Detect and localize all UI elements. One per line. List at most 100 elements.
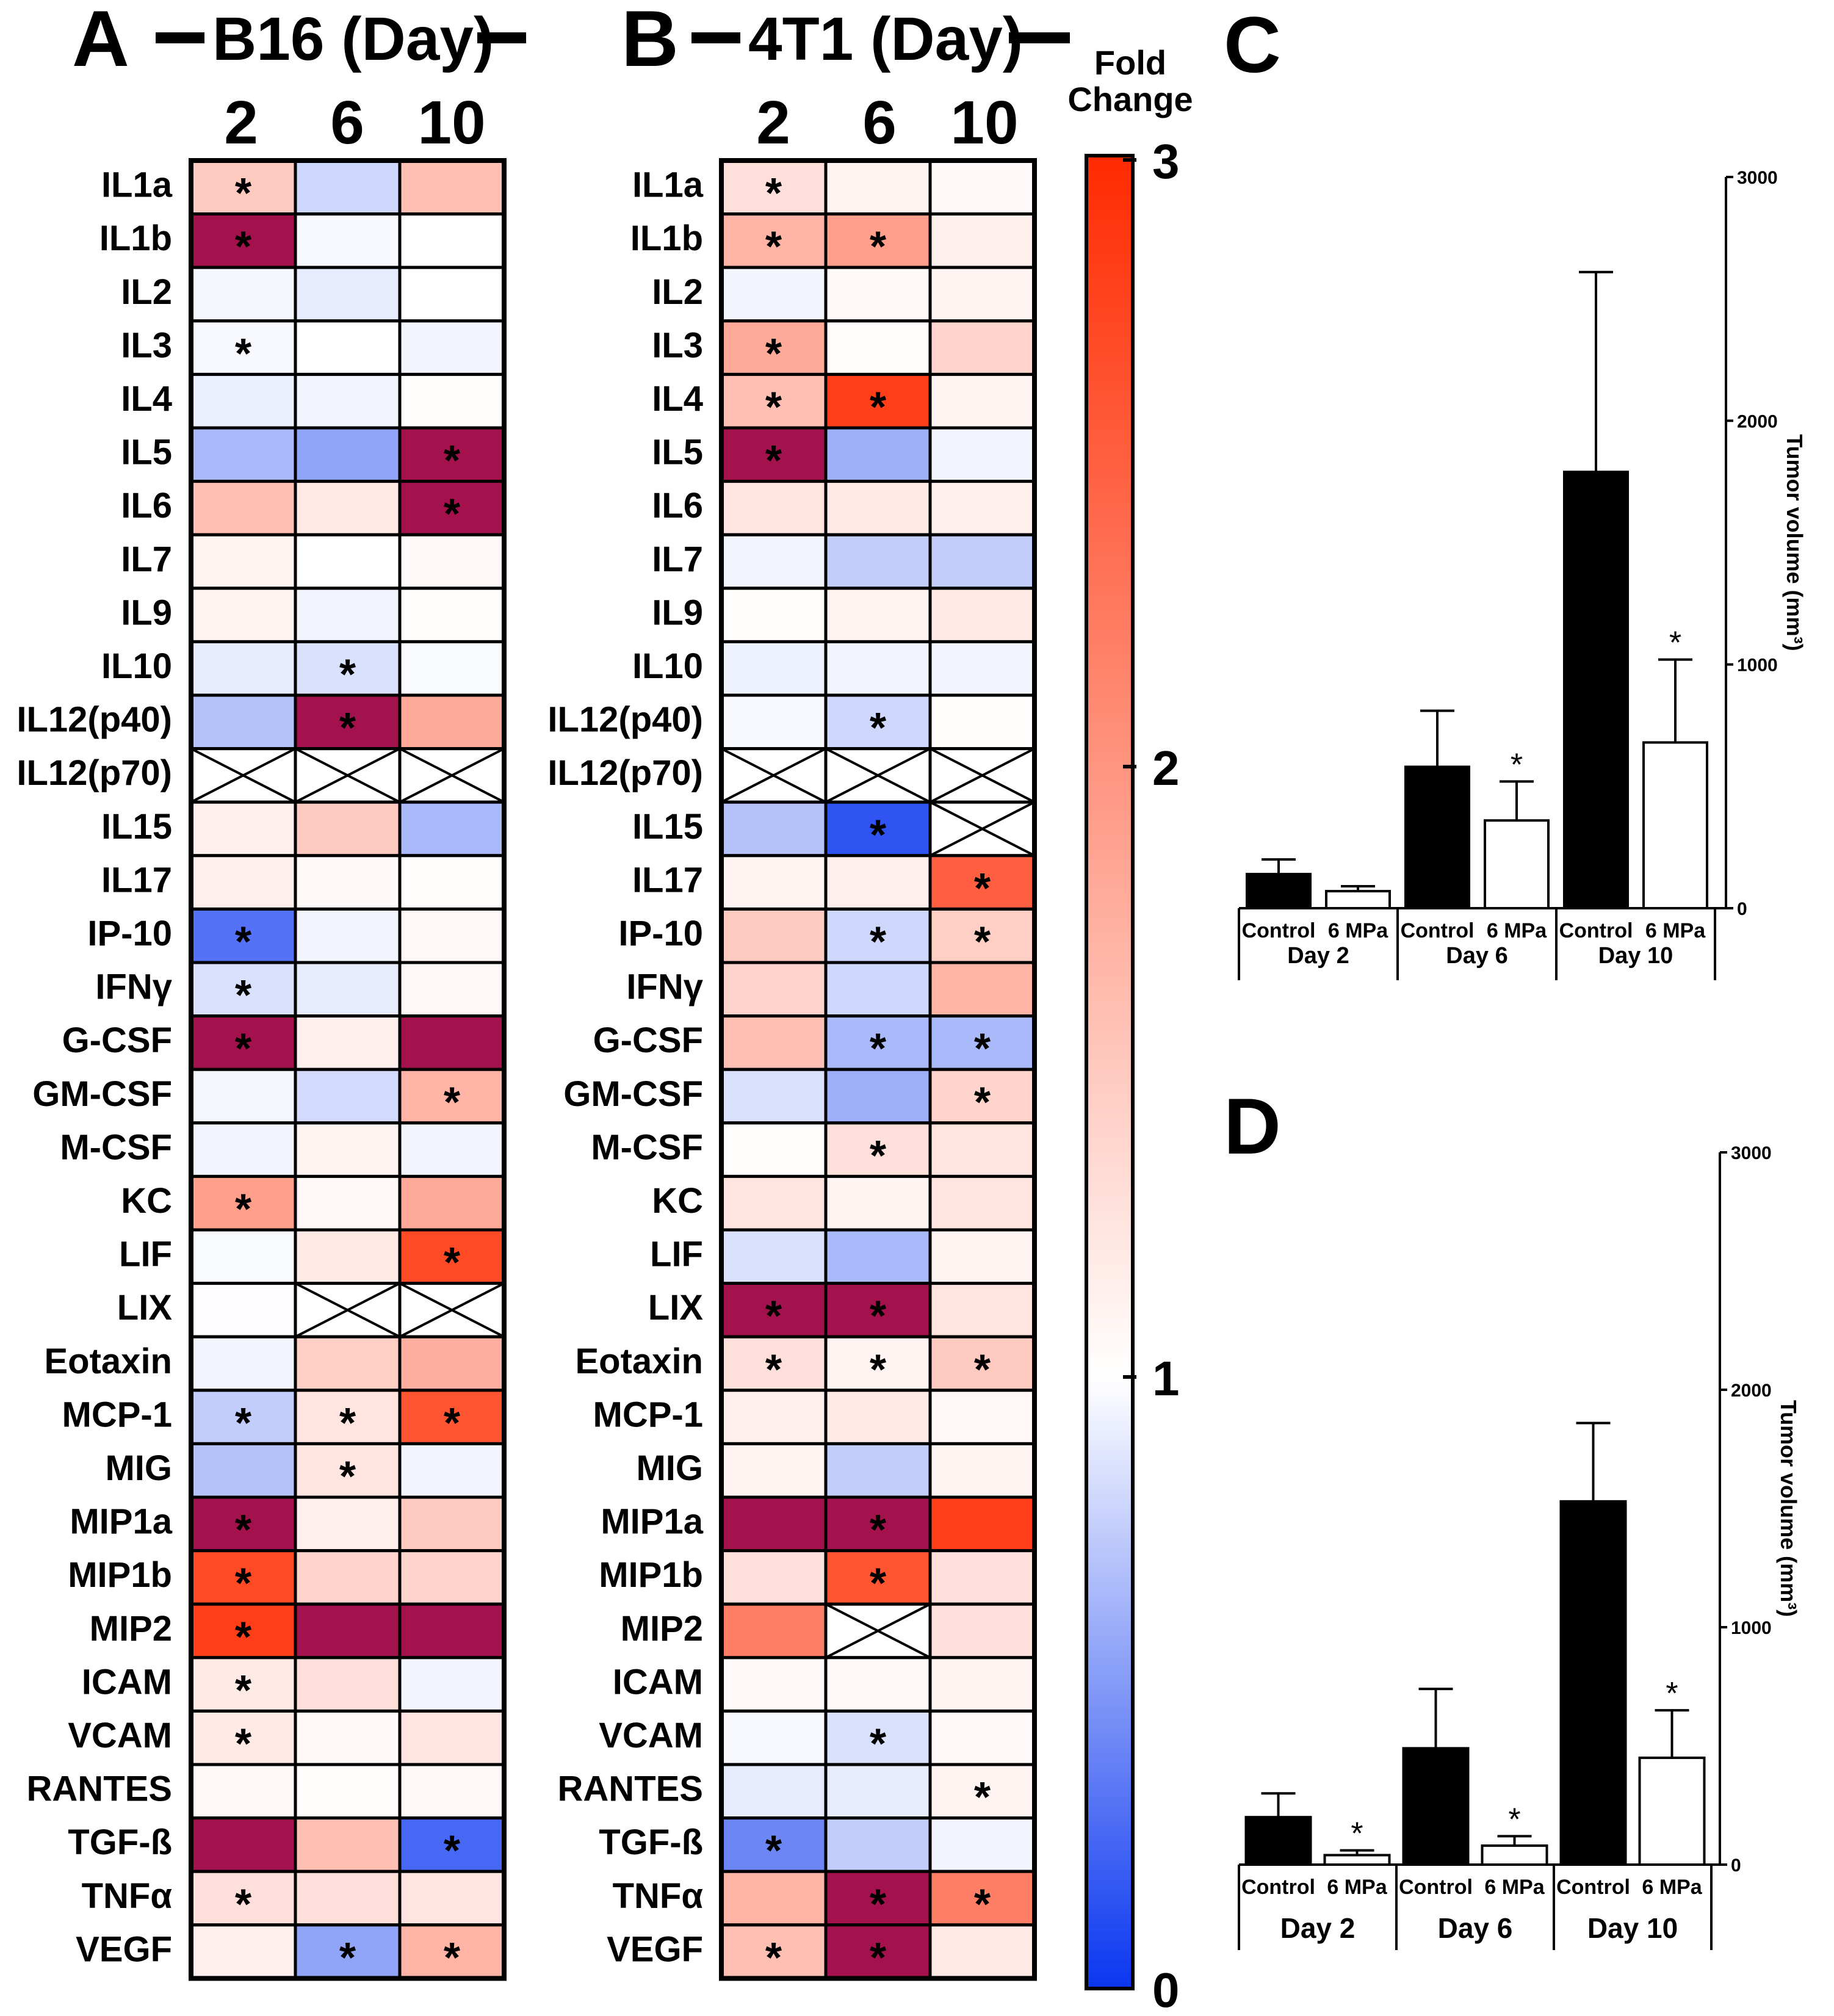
4t1-cell-lif-day-6 [824, 1228, 932, 1285]
b16-cell-mip1b-day-2-significance-star: * [235, 1559, 252, 1607]
4t1-cell-mcp-1-day-10 [928, 1389, 1036, 1445]
chart-d-bar-3-control-label: Control [1399, 1876, 1473, 1899]
4t1-cell-il6-day-10 [928, 480, 1036, 537]
b16-cell-il7-day-6 [294, 533, 402, 590]
chart-d-bar-1-control-label: Control [1241, 1876, 1315, 1899]
colorbar-label-1: 1 [1152, 1351, 1180, 1406]
4t1-cell-il4-day-6-significance-star: * [870, 383, 887, 430]
chart-d-group-label-day-6: Day 6 [1438, 1912, 1513, 1944]
chart-c-group-label-day-2: Day 2 [1287, 943, 1349, 969]
b16-cell-il1a-day-2-significance-star: * [235, 169, 252, 217]
b16-cell-eotaxin-day-10 [398, 1335, 506, 1392]
4t1-cell-il1b-day-2-significance-star: * [765, 223, 782, 270]
chart-c-group-label-day-10: Day 10 [1598, 943, 1673, 969]
4t1-row-label-vegf: VEGF [607, 1929, 703, 1969]
4t1-cell-gm-csf-day-10 [928, 1068, 1036, 1125]
4t1-cell-kc-day-10 [928, 1174, 1036, 1232]
4t1-cell-il1a-day-2-significance-star: * [765, 169, 782, 217]
4t1-cell-mip1b-day-6 [824, 1549, 932, 1606]
b16-cell-lif-day-6 [294, 1228, 402, 1285]
b16-cell-il6-day-2 [189, 480, 297, 537]
panel-c-letter: C [1224, 0, 1281, 89]
chart-d-bar-4-6-mpa-significance-star: * [1508, 1802, 1520, 1837]
4t1-cell-il15-day-10-cross-b [930, 801, 1035, 857]
4t1-cell-vegf-day-6-significance-star: * [870, 1934, 887, 1981]
4t1-cell-il3-day-10 [928, 319, 1036, 376]
4t1-row-label-il17: IL17 [632, 860, 703, 900]
chart-c-bar-1-control [1246, 873, 1312, 910]
b16-cell-il1a-day-10 [398, 159, 506, 216]
b16-cell-lix-day-6-cross-b [295, 1282, 400, 1338]
4t1-cell-il7-day-6 [824, 533, 932, 590]
4t1-cell-il12-p40-day-10 [928, 693, 1036, 751]
b16-row-label-mig: MIG [105, 1448, 172, 1488]
b16-row-label-il2: IL2 [121, 272, 172, 312]
4t1-cell-m-csf-day-10 [928, 1121, 1036, 1178]
4t1-cell-il2-day-2 [720, 266, 828, 323]
4t1-cell-vcam-day-6 [824, 1709, 932, 1766]
4t1-cell-mig-day-10 [928, 1442, 1036, 1499]
b16-row-label-il15: IL15 [101, 807, 172, 847]
heatmap-b16: IL1a * IL1b * IL2 IL3 * IL4 IL5 * IL6 * IL7 IL9 IL10 * I… [16, 158, 507, 1981]
4t1-row-label-m-csf: M-CSF [591, 1127, 703, 1167]
4t1-cell-eotaxin-day-10-significance-star: * [974, 1345, 991, 1393]
4t1-cell-il9-day-10 [928, 587, 1036, 643]
b16-cell-il10-day-10 [398, 640, 506, 697]
4t1-frame [719, 158, 1037, 1981]
b16-cell-vegf-day-6-significance-star: * [339, 1934, 356, 1981]
b16-cell-il9-day-10 [398, 587, 506, 643]
4t1-cell-il17-day-10-significance-star: * [974, 864, 991, 912]
4t1-cell-icam-day-2 [720, 1656, 828, 1713]
4t1-cell-ifn-day-6 [824, 961, 932, 1018]
b16-cell-rantes-day-6 [294, 1763, 402, 1820]
chart-c-bar-4-6-mpa-significance-star: * [1511, 747, 1523, 782]
chart-c-y-axis-label: Tumor volume (mm³) [1782, 434, 1807, 651]
b16-row-label-ifn: IFNγ [95, 967, 172, 1007]
chart-d-group-label-day-10: Day 10 [1587, 1912, 1678, 1944]
b16-cell-vcam-day-6 [294, 1709, 402, 1766]
4t1-row-label-il12-p70: IL12(p70) [547, 753, 703, 793]
b16-cell-mip1a-day-6 [294, 1495, 402, 1553]
b16-cell-il2-day-2 [189, 266, 297, 323]
chart-d-bar-6-6-mpa-label: 6 MPa [1642, 1876, 1702, 1899]
4t1-cell-il6-day-6 [824, 480, 932, 537]
chart-c-bar-6-6-mpa-significance-star: * [1669, 626, 1681, 661]
4t1-cell-tnf-day-2 [720, 1870, 828, 1927]
4t1-cell-gm-csf-day-6 [824, 1068, 932, 1125]
chart-c-bar-1-control-label: Control [1242, 919, 1316, 942]
4t1-row-label-il1b: IL1b [630, 219, 703, 258]
b16-row-label-il7: IL7 [121, 540, 172, 579]
b16-cell-vcam-day-2-significance-star: * [235, 1719, 252, 1767]
4t1-cell-g-csf-day-10-significance-star: * [974, 1025, 991, 1072]
4t1-cell-icam-day-6 [824, 1656, 932, 1713]
chart-d-bar-4-6-mpa [1481, 1844, 1548, 1866]
b16-cell-mip1b-day-10 [398, 1549, 506, 1606]
b16-cell-icam-day-10 [398, 1656, 506, 1713]
b16-cell-mig-day-6-significance-star: * [339, 1452, 356, 1500]
b16-cell-g-csf-day-2-significance-star: * [235, 1025, 252, 1072]
4t1-cell-mip1b-day-10 [928, 1549, 1036, 1606]
4t1-cell-mip1a-day-6 [824, 1495, 932, 1553]
b16-cell-il12-p70-day-10-cross-b [399, 747, 505, 803]
b16-row-label-il1a: IL1a [101, 165, 173, 205]
4t1-cell-il1b-day-6 [824, 212, 932, 269]
4t1-cell-il10-day-10 [928, 640, 1036, 697]
b16-cell-ip-10-day-2-significance-star: * [235, 917, 252, 965]
chart-c-bar-3-control [1404, 765, 1470, 910]
4t1-row-label-mcp-1: MCP-1 [593, 1395, 703, 1434]
4t1-cell-kc-day-2 [720, 1174, 828, 1232]
4t1-cell-mip1b-day-2 [720, 1549, 828, 1606]
4t1-cell-il1b-day-6-significance-star: * [870, 223, 887, 270]
4t1-cell-il1a-day-6 [824, 159, 932, 216]
b16-row-label-il1b: IL1b [99, 219, 172, 258]
b16-cell-kc-day-2 [189, 1174, 297, 1232]
b16-cell-il5-day-2 [189, 426, 297, 483]
b16-cell-il15-day-6 [294, 800, 402, 858]
chart-c-group-label-day-6: Day 6 [1446, 943, 1507, 969]
4t1-row-label-rantes: RANTES [558, 1769, 703, 1809]
b16-cell-il12-p40-day-6-significance-star: * [339, 704, 356, 751]
b16-cell-il10-day-6 [294, 640, 402, 697]
chart-d-y-axis-label: Tumor volume (mm³) [1776, 1400, 1801, 1617]
4t1-cell-gm-csf-day-10-significance-star: * [974, 1078, 991, 1125]
